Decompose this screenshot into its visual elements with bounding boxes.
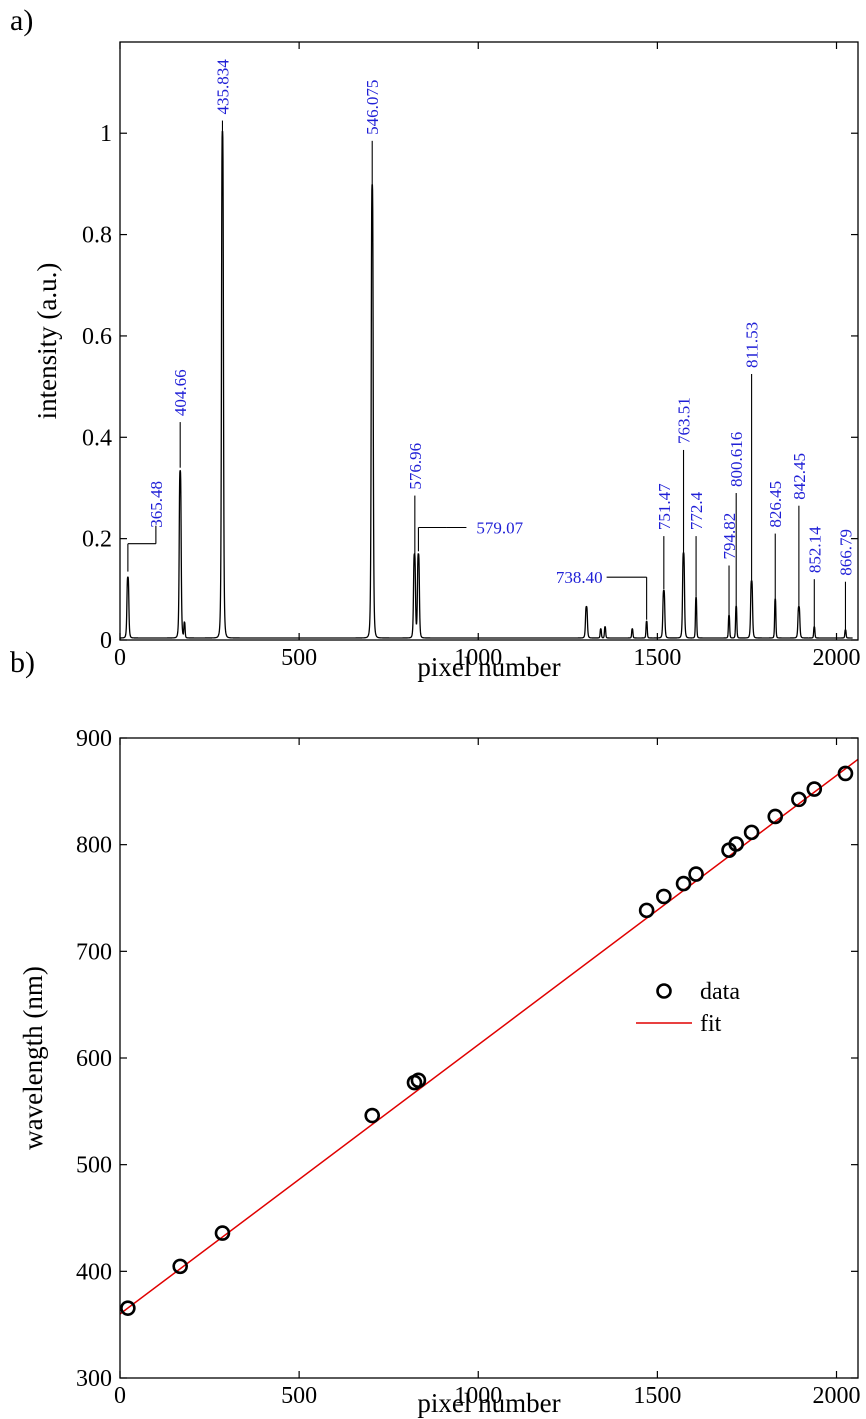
spectrum-y-tick-label: 0 bbox=[100, 628, 112, 654]
spectrum-series-line bbox=[120, 129, 853, 639]
spectrum-plot-frame bbox=[119, 41, 859, 641]
data-series-points bbox=[120, 765, 854, 1316]
calibration-y-tick-label: 800 bbox=[76, 833, 112, 859]
data-point bbox=[410, 1072, 427, 1089]
peak-label: 826.45 bbox=[766, 481, 785, 528]
peak-label: 435.834 bbox=[213, 59, 232, 115]
peak-label: 866.79 bbox=[836, 529, 855, 576]
peak-label: 576.96 bbox=[406, 443, 425, 490]
peak-label: 763.51 bbox=[675, 397, 694, 444]
data-point bbox=[767, 808, 784, 825]
data-point bbox=[806, 781, 823, 797]
calibration-y-tick-label: 600 bbox=[76, 1046, 112, 1072]
legend-fit-label: fit bbox=[700, 1011, 722, 1037]
spectrum-y-tick-label: 0.6 bbox=[82, 324, 112, 350]
peak-annotations: 365.48 404.66 435.834 546.075 576.96 579.07 73… bbox=[127, 59, 855, 630]
calibration-x-axis-label: pixel number bbox=[417, 1388, 560, 1418]
peak-label: 365.48 bbox=[147, 481, 166, 528]
calibration-y-tick-label: 500 bbox=[76, 1153, 112, 1179]
data-point bbox=[728, 836, 744, 852]
spectrum-x-tick-label: 2000 bbox=[813, 645, 861, 671]
calibration-x-tick-label: 1500 bbox=[633, 1383, 681, 1409]
legend-data-marker bbox=[656, 983, 672, 999]
fit-series-line bbox=[119, 758, 859, 1315]
spectrum-axes: 0 500 1000 1500 2000 0 0.2 0.4 0.6 0.8 1 bbox=[82, 41, 861, 671]
calibration-axes: 0 500 1000 1500 2000 300 400 500 600 700 800 900 bbox=[76, 726, 861, 1409]
calibration-y-tick-label: 400 bbox=[76, 1259, 112, 1285]
calibration-x-tick-label: 2000 bbox=[813, 1383, 861, 1409]
data-point bbox=[743, 824, 760, 841]
peak-label: 404.66 bbox=[171, 369, 190, 416]
spectrum-y-tick-label: 0.4 bbox=[82, 425, 112, 451]
spectrum-x-tick-label: 1500 bbox=[633, 645, 681, 671]
data-point bbox=[214, 1225, 231, 1241]
panel-label-b: b) bbox=[10, 646, 35, 679]
spectrum-y-axis-label: intensity (a.u.) bbox=[32, 263, 62, 420]
data-point bbox=[364, 1107, 381, 1124]
data-point bbox=[791, 791, 807, 808]
peak-label: 738.40 bbox=[556, 568, 603, 587]
calibration-y-axis-label: wavelength (nm) bbox=[18, 966, 48, 1150]
calibration-chart: 0 500 1000 1500 2000 300 400 500 600 700 800 900 da… bbox=[18, 726, 861, 1418]
data-point bbox=[172, 1258, 188, 1275]
calibration-x-tick-label: 500 bbox=[281, 1383, 317, 1409]
peak-label: 800.616 bbox=[727, 432, 746, 487]
spectrum-y-tick-label: 0.8 bbox=[82, 223, 112, 249]
data-point bbox=[120, 1300, 136, 1316]
peak-label: 546.075 bbox=[363, 80, 382, 135]
legend-data-label: data bbox=[700, 979, 740, 1005]
spectrum-x-tick-label: 500 bbox=[281, 645, 317, 671]
data-point bbox=[638, 902, 655, 919]
calibration-x-tick-label: 1000 bbox=[454, 1383, 502, 1409]
peak-label: 794.82 bbox=[720, 513, 739, 560]
data-point bbox=[688, 866, 704, 882]
spectrum-y-tick-label: 0.2 bbox=[82, 527, 112, 553]
peak-label: 811.53 bbox=[743, 322, 762, 368]
peak-label: 751.47 bbox=[655, 483, 674, 530]
calibration-y-tick-label: 900 bbox=[76, 726, 112, 752]
data-point bbox=[675, 875, 692, 892]
peak-label: 772.4 bbox=[687, 491, 706, 530]
spectrum-x-tick-label: 1000 bbox=[454, 645, 502, 671]
calibration-plot-frame bbox=[119, 737, 859, 1379]
calibration-y-tick-label: 300 bbox=[76, 1366, 112, 1392]
calibration-x-tick-label: 0 bbox=[114, 1383, 126, 1409]
calibration-y-tick-label: 700 bbox=[76, 939, 112, 965]
peak-label: 579.07 bbox=[476, 518, 523, 537]
legend: data fit bbox=[636, 979, 740, 1037]
peak-label: 842.45 bbox=[790, 453, 809, 500]
spectrum-y-tick-label: 1 bbox=[100, 121, 112, 147]
spectrum-chart: 365.48 404.66 435.834 546.075 576.96 579.07 73… bbox=[32, 41, 861, 682]
spectrum-x-axis-label: pixel number bbox=[417, 652, 560, 682]
data-point bbox=[656, 888, 672, 905]
data-point bbox=[837, 765, 854, 782]
spectrum-x-tick-label: 0 bbox=[114, 645, 126, 671]
panel-label-a: a) bbox=[10, 4, 33, 37]
peak-label: 852.14 bbox=[805, 526, 824, 573]
